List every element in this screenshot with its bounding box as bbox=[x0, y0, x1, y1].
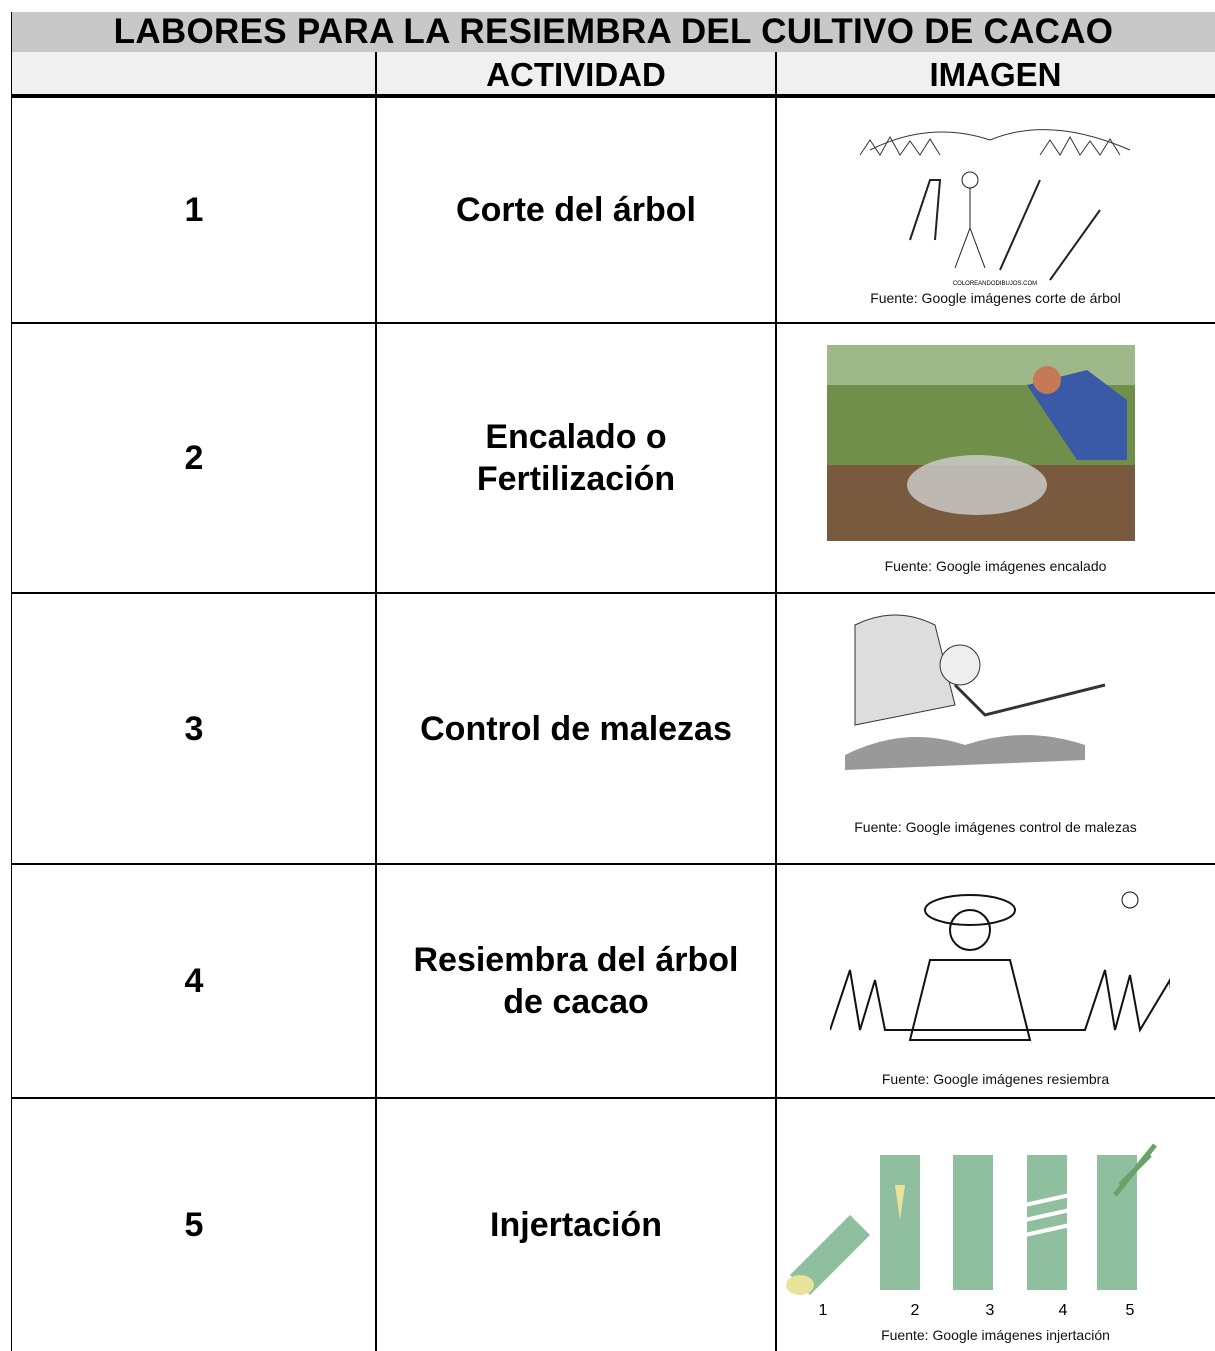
row-line bbox=[12, 96, 1215, 98]
col-line bbox=[11, 12, 12, 1351]
row-line bbox=[12, 863, 1215, 865]
activity: Control de malezas bbox=[420, 709, 732, 748]
step-label: 5 bbox=[1126, 1302, 1135, 1319]
header-cell: ACTIVIDAD bbox=[376, 52, 776, 96]
activity: Encalado o Fertilización bbox=[476, 418, 676, 498]
row-number: 1 bbox=[184, 190, 204, 229]
activity: Injertación bbox=[490, 1205, 662, 1244]
step-label: 4 bbox=[1059, 1302, 1068, 1319]
activity: Resiembra del árbol de cacao bbox=[413, 941, 739, 1021]
activity: Corte del árbol bbox=[456, 190, 696, 229]
image-text: COLOREANDODIBUJOS.COM bbox=[953, 281, 1037, 285]
caption: Fuente: Google imágenes injertación bbox=[881, 1327, 1110, 1343]
row-line bbox=[12, 592, 1215, 594]
illustration bbox=[830, 880, 1170, 1080]
row-line bbox=[12, 322, 1215, 324]
col-line bbox=[375, 52, 377, 1351]
row-number: 3 bbox=[184, 709, 204, 748]
illustration bbox=[845, 605, 1135, 810]
title: LABORES PARA LA RESIEMBRA DEL CULTIVO DE… bbox=[12, 12, 1215, 52]
step-label: 3 bbox=[986, 1302, 995, 1319]
illustration: 1 2 3 4 5 bbox=[785, 1135, 1185, 1335]
header-empty bbox=[12, 52, 376, 96]
caption: Fuente: Google imágenes encalado bbox=[884, 558, 1107, 574]
illustration bbox=[827, 345, 1135, 541]
row-line bbox=[12, 1097, 1215, 1099]
illustration: COLOREANDODIBUJOS.COM bbox=[850, 110, 1140, 285]
caption: Fuente: Google imágenes resiembra bbox=[881, 1071, 1110, 1087]
row-number: 5 bbox=[184, 1205, 204, 1244]
caption: Fuente: Google imágenes control de malez… bbox=[854, 819, 1137, 835]
caption: Fuente: Google imágenes corte de árbol bbox=[870, 290, 1121, 306]
row-number: 2 bbox=[184, 439, 204, 477]
step-label: 2 bbox=[911, 1302, 920, 1319]
row-number: 4 bbox=[184, 962, 204, 1000]
header-cell: IMAGEN bbox=[776, 52, 1215, 96]
step-label: 1 bbox=[819, 1302, 828, 1319]
col-line bbox=[775, 52, 777, 1351]
